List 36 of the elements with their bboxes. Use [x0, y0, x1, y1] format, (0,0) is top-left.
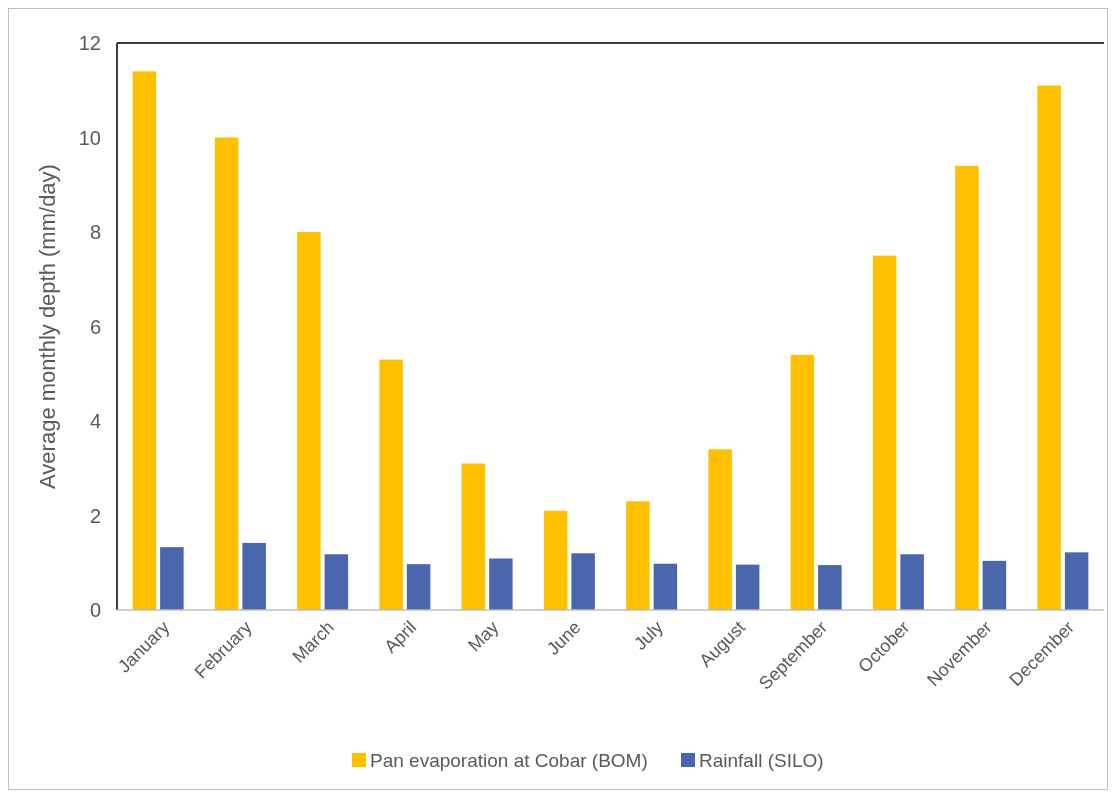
bar: [132, 71, 157, 610]
bar: [982, 560, 1007, 610]
bar: [955, 165, 979, 610]
bar: [653, 563, 678, 610]
bar: [242, 542, 266, 610]
x-tick-label: May: [464, 617, 503, 656]
y-tick-label: 2: [89, 504, 101, 527]
legend-label: Rainfall (SILO): [699, 749, 824, 771]
y-tick-label: 4: [89, 410, 101, 432]
y-tick-label: 12: [78, 32, 101, 54]
bar: [214, 137, 239, 610]
bar: [324, 554, 349, 610]
bar: [1064, 552, 1089, 610]
bar: [297, 232, 321, 610]
bar: [626, 501, 650, 610]
bar: [379, 359, 403, 610]
bar: [406, 564, 431, 610]
y-tick-label: 0: [89, 599, 101, 621]
bar: [900, 554, 924, 610]
bar: [489, 558, 513, 610]
bar: [160, 547, 184, 610]
bar: [790, 354, 815, 610]
bar: [735, 564, 760, 610]
y-tick-label: 8: [89, 221, 101, 243]
x-tick-label: July: [630, 617, 667, 654]
bar: [1037, 85, 1061, 610]
y-tick-label: 10: [78, 126, 101, 149]
bar: [543, 510, 568, 610]
bar: [571, 553, 595, 610]
bar: [708, 449, 732, 610]
y-tick-label: 6: [89, 315, 101, 338]
bar: [461, 463, 486, 610]
legend-label: Pan evaporation at Cobar (BOM): [370, 749, 648, 771]
y-axis-title: Average monthly depth (mm/day): [35, 164, 60, 489]
bar: [872, 255, 897, 610]
bar: [818, 565, 842, 610]
